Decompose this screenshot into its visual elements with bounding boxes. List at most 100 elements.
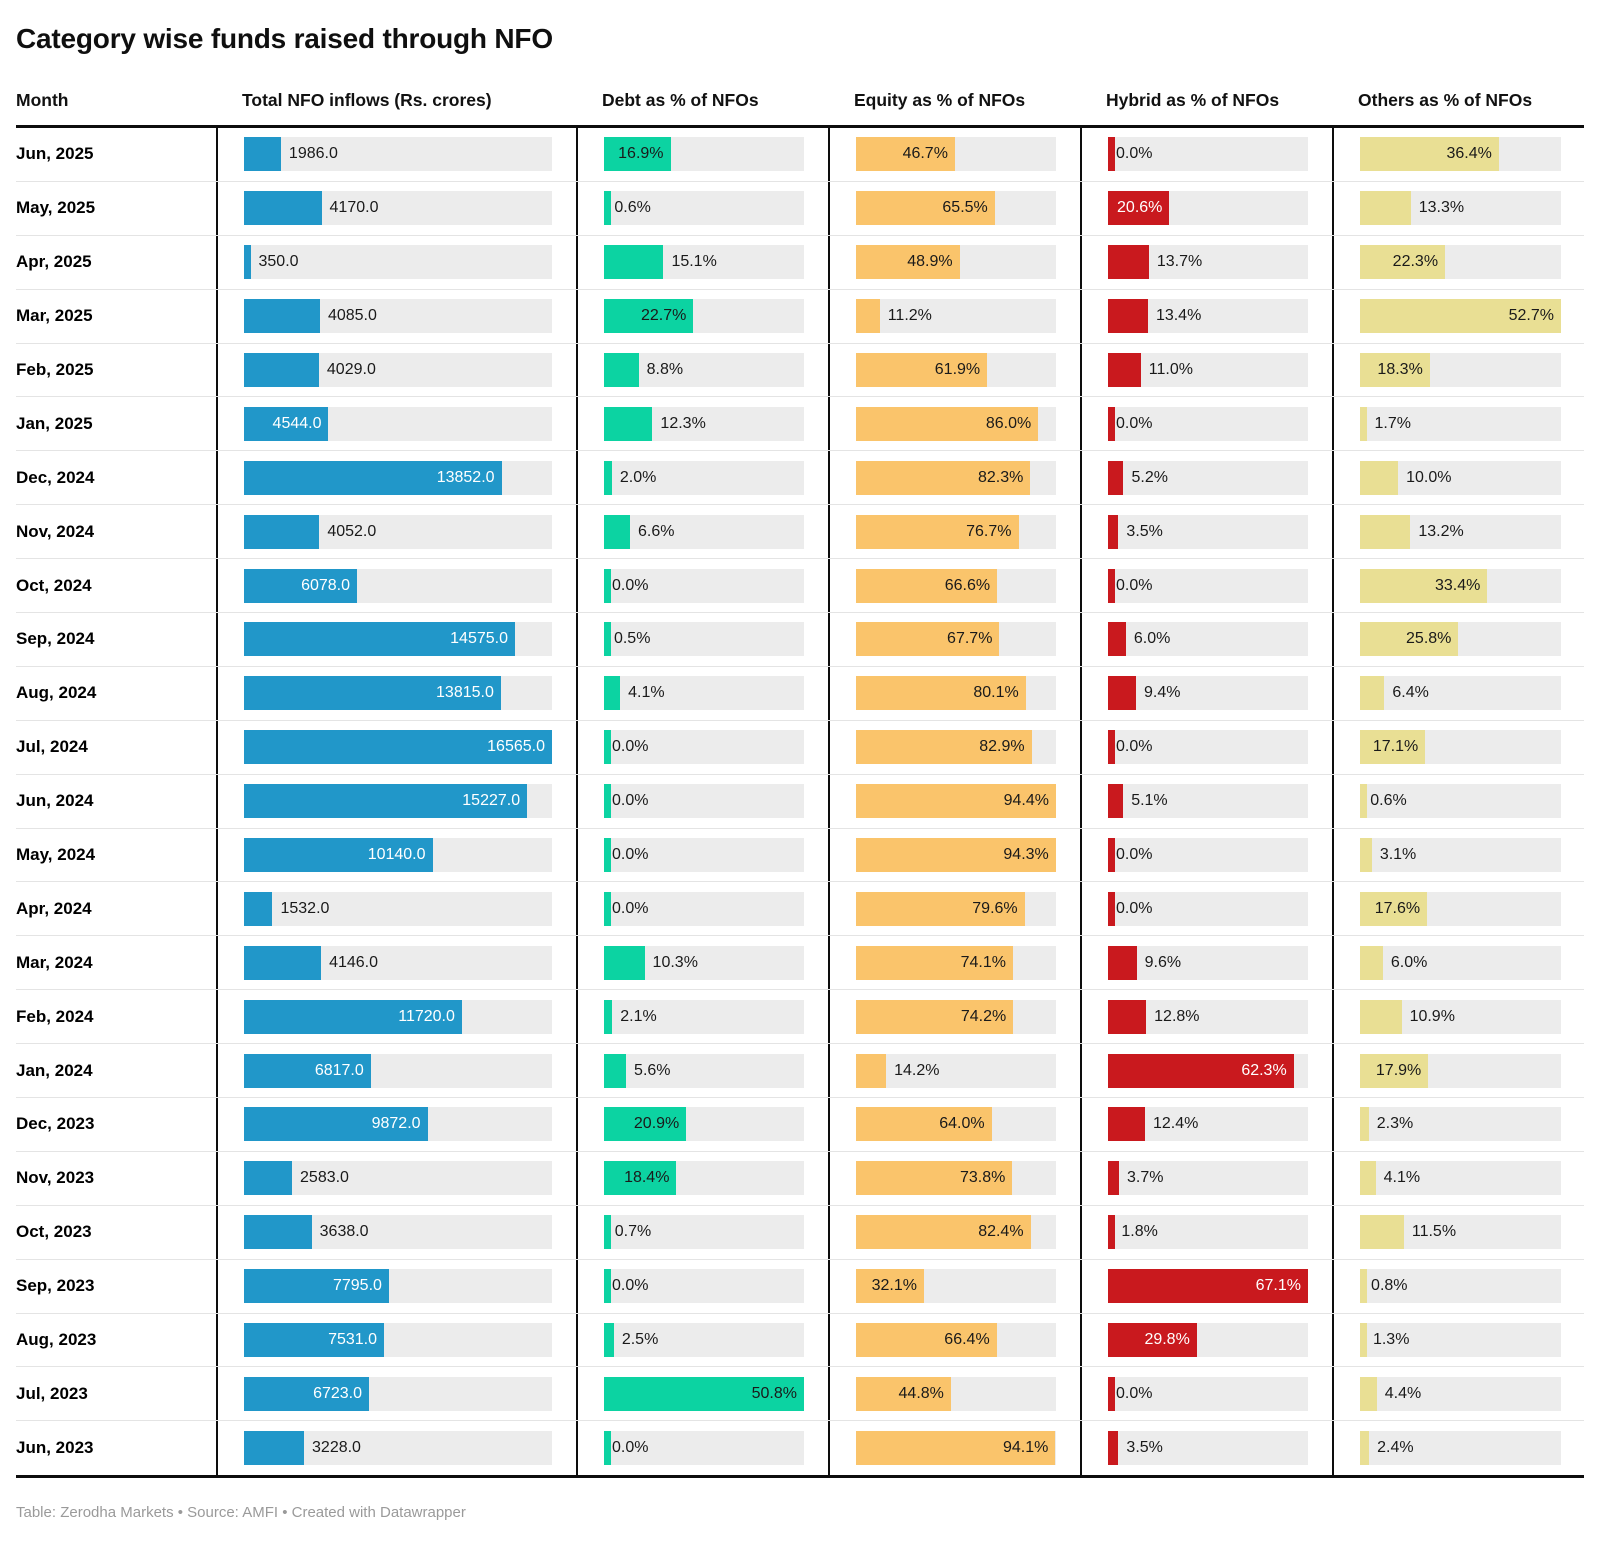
debt-bar-track: 4.1%	[604, 676, 804, 711]
equity-bar: 67.7%	[856, 622, 1000, 657]
debt-bar-track: 2.1%	[604, 999, 804, 1034]
debt-value-label: 18.4%	[624, 1169, 670, 1187]
hybrid-value-label: 0.0%	[1116, 846, 1153, 864]
total-bar-track: 2583.0	[244, 1161, 552, 1196]
others-bar-track: 10.9%	[1360, 999, 1561, 1034]
hybrid-value-label: 11.0%	[1148, 361, 1193, 378]
month-label: Apr, 2024	[16, 898, 92, 918]
hybrid-bar	[1108, 514, 1119, 549]
hybrid-cell: 3.7%	[1080, 1151, 1332, 1205]
hybrid-bar-track: 9.6%	[1108, 945, 1308, 980]
header-total-nfo-inflows: Total NFO inflows (Rs. crores)	[242, 90, 492, 110]
total-bar-track: 10140.0	[244, 838, 552, 873]
total-bar-track: 16565.0	[244, 730, 552, 765]
hybrid-bar	[1108, 676, 1137, 711]
equity-value-label: 14.2%	[894, 1061, 940, 1079]
hybrid-value-label: 12.4%	[1152, 1115, 1199, 1133]
hybrid-value-label: 67.1%	[1255, 1277, 1301, 1295]
table-row: Oct, 2023 3638.0 0.7% 82.4% 1.8% 11.5%	[16, 1205, 1584, 1260]
debt-value-label: 0.6%	[614, 199, 651, 217]
debt-bar: 22.7%	[604, 299, 694, 334]
debt-cell: 0.0%	[576, 774, 828, 828]
total-value-label: 4146.0	[329, 953, 379, 971]
debt-cell: 2.0%	[576, 451, 828, 505]
hybrid-bar-track: 0.0%	[1108, 730, 1308, 765]
others-value-label: 1.3%	[1372, 1331, 1410, 1349]
total-value-label: 350.0	[258, 253, 299, 271]
total-bar: 14575.0	[244, 622, 515, 657]
hybrid-value-label: 6.0%	[1133, 630, 1171, 648]
debt-value-label: 6.6%	[637, 522, 675, 540]
others-value-label: 17.6%	[1374, 899, 1421, 917]
hybrid-bar-track: 3.5%	[1108, 514, 1308, 549]
hybrid-bar	[1108, 406, 1115, 441]
others-cell: 33.4%	[1332, 559, 1585, 613]
table-row: Feb, 2024 11720.0 2.1% 74.2% 12.8% 10.9%	[16, 990, 1584, 1045]
hybrid-bar	[1108, 353, 1141, 387]
debt-bar	[604, 1269, 611, 1304]
month-label: Sep, 2024	[16, 629, 95, 649]
debt-bar	[604, 784, 611, 819]
equity-bar-track: 65.5%	[856, 191, 1056, 226]
equity-cell: 74.1%	[828, 936, 1080, 990]
others-cell: 2.4%	[1332, 1421, 1585, 1476]
total-bar-track: 7531.0	[244, 1323, 552, 1358]
others-bar-track: 17.6%	[1360, 891, 1561, 926]
total-bar-track: 15227.0	[244, 784, 552, 819]
debt-bar	[604, 891, 611, 926]
total-value-label: 4029.0	[326, 361, 376, 378]
others-value-label: 13.2%	[1418, 522, 1464, 540]
table-row: May, 2024 10140.0 0.0% 94.3% 0.0% 3.1%	[16, 828, 1584, 883]
total-bar-track: 6817.0	[244, 1053, 552, 1088]
total-bar: 6078.0	[244, 568, 357, 603]
table-row: May, 2025 4170.0 0.6% 65.5% 20.6% 13.3%	[16, 181, 1584, 236]
hybrid-value-label: 3.5%	[1126, 1439, 1163, 1457]
month-label: Dec, 2023	[16, 1114, 95, 1134]
equity-value-label: 73.8%	[959, 1169, 1006, 1187]
total-cell: 4146.0	[216, 936, 576, 990]
total-cell: 350.0	[216, 235, 576, 289]
total-value-label: 4544.0	[272, 414, 322, 432]
total-bar-track: 9872.0	[244, 1107, 552, 1142]
debt-cell: 4.1%	[576, 666, 828, 720]
equity-cell: 80.1%	[828, 666, 1080, 720]
month-label: Oct, 2023	[16, 1222, 92, 1242]
hybrid-cell: 1.8%	[1080, 1205, 1332, 1259]
equity-value-label: 64.0%	[939, 1115, 985, 1133]
equity-cell: 94.1%	[828, 1421, 1080, 1476]
hybrid-bar-track: 6.0%	[1108, 622, 1308, 657]
month-label: May, 2025	[16, 198, 96, 218]
total-cell: 1986.0	[216, 128, 576, 181]
hybrid-cell: 67.1%	[1080, 1259, 1332, 1313]
debt-value-label: 50.8%	[751, 1384, 797, 1402]
debt-value-label: 0.0%	[612, 738, 649, 756]
hybrid-value-label: 3.5%	[1126, 522, 1163, 540]
others-bar	[1360, 406, 1367, 441]
total-bar: 16565.0	[244, 730, 552, 765]
equity-cell: 66.4%	[828, 1313, 1080, 1367]
month-label: Jan, 2024	[16, 1060, 93, 1080]
equity-value-label: 48.9%	[907, 253, 953, 271]
equity-value-label: 94.1%	[1002, 1439, 1049, 1457]
debt-cell: 0.0%	[576, 1259, 828, 1313]
debt-bar-track: 0.0%	[604, 784, 804, 819]
others-value-label: 18.3%	[1377, 361, 1423, 378]
header-others-pct: Others as % of NFOs	[1358, 90, 1533, 110]
total-bar	[244, 137, 281, 172]
total-bar-track: 4085.0	[244, 299, 552, 334]
others-cell: 25.8%	[1332, 613, 1585, 666]
table-row: Apr, 2024 1532.0 0.0% 79.6% 0.0% 17.6%	[16, 882, 1584, 937]
total-value-label: 16565.0	[487, 738, 545, 756]
hybrid-value-label: 0.0%	[1116, 1384, 1153, 1402]
equity-bar-track: 46.7%	[856, 137, 1056, 172]
total-value-label: 1532.0	[280, 899, 330, 917]
equity-cell: 86.0%	[828, 397, 1080, 451]
debt-bar	[604, 622, 611, 657]
hybrid-bar	[1108, 999, 1147, 1034]
total-bar-track: 6723.0	[244, 1376, 552, 1411]
total-value-label: 7795.0	[332, 1277, 382, 1295]
debt-cell: 0.0%	[576, 828, 828, 882]
table-row: Dec, 2023 9872.0 20.9% 64.0% 12.4% 2.3%	[16, 1098, 1584, 1152]
equity-bar-track: 32.1%	[856, 1269, 1056, 1304]
total-bar	[244, 514, 320, 549]
